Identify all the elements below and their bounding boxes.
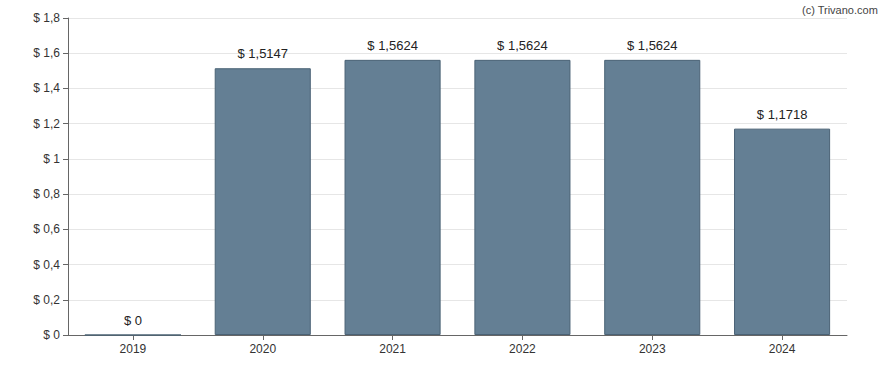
svg-text:2020: 2020 (249, 342, 276, 356)
svg-text:$ 1,8: $ 1,8 (33, 11, 60, 25)
svg-text:2023: 2023 (639, 342, 666, 356)
svg-text:(c) Trivano.com: (c) Trivano.com (802, 4, 878, 16)
svg-text:2019: 2019 (120, 342, 147, 356)
svg-text:$ 1,5624: $ 1,5624 (497, 38, 548, 53)
svg-text:$ 0: $ 0 (43, 328, 60, 342)
svg-text:2024: 2024 (769, 342, 796, 356)
svg-text:$ 0,8: $ 0,8 (33, 187, 60, 201)
svg-text:2022: 2022 (509, 342, 536, 356)
svg-text:$ 0,4: $ 0,4 (33, 258, 60, 272)
svg-text:$ 1,5147: $ 1,5147 (237, 46, 288, 61)
svg-text:$ 1,1718: $ 1,1718 (757, 107, 808, 122)
svg-text:2021: 2021 (379, 342, 406, 356)
svg-text:$ 0: $ 0 (124, 313, 142, 328)
svg-text:$ 1,5624: $ 1,5624 (627, 38, 678, 53)
svg-text:$ 1,2: $ 1,2 (33, 117, 60, 131)
svg-text:$ 1: $ 1 (43, 152, 60, 166)
svg-text:$ 0,2: $ 0,2 (33, 293, 60, 307)
svg-text:$ 1,6: $ 1,6 (33, 46, 60, 60)
svg-text:$ 0,6: $ 0,6 (33, 222, 60, 236)
svg-text:$ 1,5624: $ 1,5624 (367, 38, 418, 53)
svg-text:$ 1,4: $ 1,4 (33, 81, 60, 95)
